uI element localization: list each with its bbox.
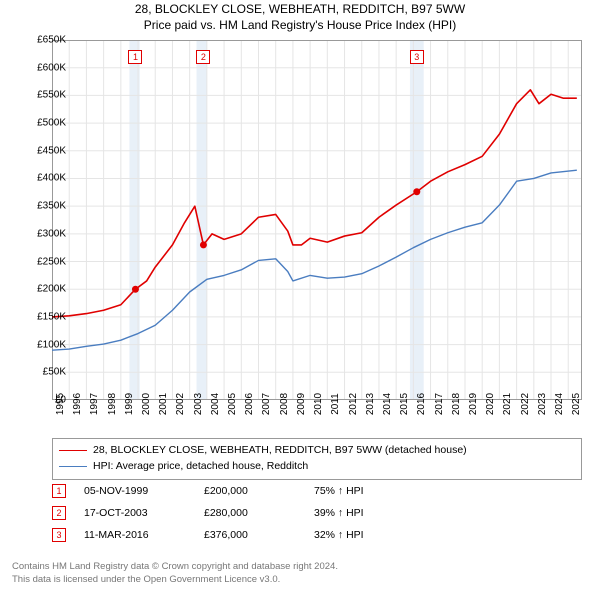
event-date: 05-NOV-1999	[84, 485, 204, 497]
chart-event-marker: 1	[128, 50, 142, 64]
legend-label: 28, BLOCKLEY CLOSE, WEBHEATH, REDDITCH, …	[93, 443, 467, 459]
event-row: 2 17-OCT-2003£280,00039% ↑ HPI	[52, 502, 364, 524]
event-table: 1 05-NOV-1999£200,00075% ↑ HPI 2 17-OCT-200…	[52, 480, 364, 546]
event-marker: 2	[52, 506, 66, 520]
event-marker: 1	[52, 484, 66, 498]
event-row: 1 05-NOV-1999£200,00075% ↑ HPI	[52, 480, 364, 502]
x-axis-tick-label: 2001	[158, 393, 169, 415]
x-axis-tick-label: 2021	[502, 393, 513, 415]
event-price: £280,000	[204, 507, 314, 519]
y-axis-tick-label: £350K	[37, 201, 66, 212]
x-axis-tick-label: 2005	[227, 393, 238, 415]
x-axis-tick-label: 2023	[537, 393, 548, 415]
y-axis-tick-label: £100K	[37, 339, 66, 350]
title-address: 28, BLOCKLEY CLOSE, WEBHEATH, REDDITCH, …	[0, 2, 600, 18]
x-axis-tick-label: 2016	[416, 393, 427, 415]
x-axis-tick-label: 2020	[485, 393, 496, 415]
x-axis-tick-label: 2007	[261, 393, 272, 415]
event-hpi: 32% ↑ HPI	[314, 529, 364, 541]
x-axis-tick-label: 2010	[313, 393, 324, 415]
x-axis-tick-label: 2015	[399, 393, 410, 415]
title-block: 28, BLOCKLEY CLOSE, WEBHEATH, REDDITCH, …	[0, 0, 600, 33]
y-axis-tick-label: £200K	[37, 284, 66, 295]
chart-svg	[52, 40, 582, 400]
x-axis-tick-label: 2018	[451, 393, 462, 415]
y-axis-tick-label: £150K	[37, 311, 66, 322]
y-axis-tick-label: £400K	[37, 173, 66, 184]
x-axis-tick-label: 2024	[554, 393, 565, 415]
y-axis-tick-label: £650K	[37, 35, 66, 46]
footer-line2: This data is licensed under the Open Gov…	[12, 574, 338, 586]
legend-swatch	[59, 450, 87, 451]
x-axis-tick-label: 2025	[571, 393, 582, 415]
event-marker: 3	[52, 528, 66, 542]
x-axis-tick-label: 2000	[141, 393, 152, 415]
x-axis-tick-label: 1997	[89, 393, 100, 415]
x-axis-tick-label: 2014	[382, 393, 393, 415]
x-axis-tick-label: 2006	[244, 393, 255, 415]
x-axis-tick-label: 2004	[210, 393, 221, 415]
y-axis-tick-label: £50K	[43, 367, 66, 378]
x-axis-tick-label: 2008	[279, 393, 290, 415]
x-axis-tick-label: 1998	[107, 393, 118, 415]
legend-label: HPI: Average price, detached house, Redd…	[93, 459, 308, 475]
event-hpi: 75% ↑ HPI	[314, 485, 364, 497]
y-axis-tick-label: £450K	[37, 145, 66, 156]
title-subtitle: Price paid vs. HM Land Registry's House …	[0, 18, 600, 34]
x-axis-tick-label: 2022	[520, 393, 531, 415]
legend-item: 28, BLOCKLEY CLOSE, WEBHEATH, REDDITCH, …	[59, 443, 575, 459]
x-axis-tick-label: 2002	[175, 393, 186, 415]
footer-line1: Contains HM Land Registry data © Crown c…	[12, 561, 338, 573]
legend: 28, BLOCKLEY CLOSE, WEBHEATH, REDDITCH, …	[52, 438, 582, 480]
chart-event-marker: 2	[196, 50, 210, 64]
event-price: £200,000	[204, 485, 314, 497]
x-axis-tick-label: 2009	[296, 393, 307, 415]
x-axis-tick-label: 2011	[330, 393, 341, 415]
legend-swatch	[59, 466, 87, 467]
x-axis-tick-label: 2012	[348, 393, 359, 415]
event-date: 17-OCT-2003	[84, 507, 204, 519]
x-axis-tick-label: 2019	[468, 393, 479, 415]
y-axis-tick-label: £250K	[37, 256, 66, 267]
footer: Contains HM Land Registry data © Crown c…	[12, 561, 338, 586]
event-date: 11-MAR-2016	[84, 529, 204, 541]
x-axis-tick-label: 2017	[434, 393, 445, 415]
y-axis-tick-label: £500K	[37, 118, 66, 129]
event-hpi: 39% ↑ HPI	[314, 507, 364, 519]
x-axis-tick-label: 1999	[124, 393, 135, 415]
y-axis-tick-label: £600K	[37, 62, 66, 73]
x-axis-tick-label: 2013	[365, 393, 376, 415]
chart-container: 28, BLOCKLEY CLOSE, WEBHEATH, REDDITCH, …	[0, 0, 600, 590]
x-axis-tick-label: 1996	[72, 393, 83, 415]
legend-item: HPI: Average price, detached house, Redd…	[59, 459, 575, 475]
event-row: 3 11-MAR-2016£376,00032% ↑ HPI	[52, 524, 364, 546]
y-axis-tick-label: £300K	[37, 228, 66, 239]
x-axis-tick-label: 2003	[193, 393, 204, 415]
y-axis-tick-label: £550K	[37, 90, 66, 101]
chart-event-marker: 3	[410, 50, 424, 64]
chart-area	[52, 40, 582, 400]
event-price: £376,000	[204, 529, 314, 541]
x-axis-tick-label: 1995	[55, 393, 66, 415]
